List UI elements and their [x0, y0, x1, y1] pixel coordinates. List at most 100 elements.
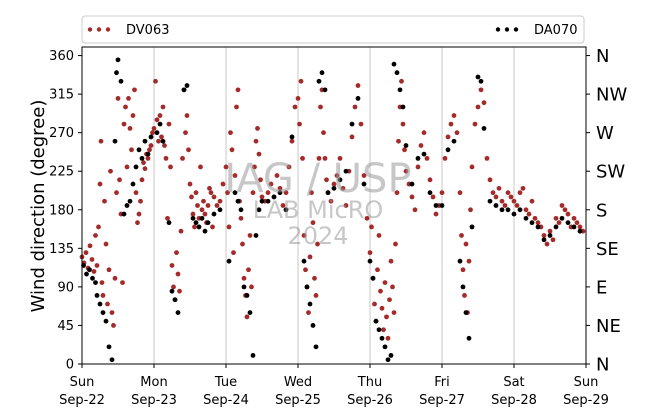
data-point-da070: [94, 293, 100, 298]
data-point-dv063: [153, 78, 158, 84]
x-tick-label-day: Sun: [70, 375, 95, 390]
data-point-dv063: [151, 125, 157, 131]
data-point-dv063: [381, 327, 386, 333]
data-point-da070: [112, 138, 118, 144]
data-point-da070: [511, 211, 517, 217]
y-tick-label: 360: [49, 49, 74, 64]
x-tick-label-date: Sep-27: [419, 393, 465, 408]
data-point-da070: [289, 134, 295, 140]
data-point-dv063: [385, 335, 391, 341]
data-point-dv063: [361, 173, 367, 178]
data-point-dv063: [379, 305, 385, 311]
data-point-dv063: [199, 207, 205, 213]
data-point-dv063: [241, 275, 247, 281]
data-point-da070: [529, 220, 535, 226]
data-point-dv063: [358, 121, 364, 127]
data-point-dv063: [168, 164, 173, 170]
plot-border: [81, 46, 587, 365]
data-point-dv063: [100, 293, 106, 298]
data-point-dv063: [225, 190, 230, 196]
data-point-da070: [175, 310, 181, 315]
data-point-dv063: [457, 190, 463, 196]
data-point-dv063: [166, 121, 172, 127]
data-point-dv063: [297, 121, 302, 127]
data-point-da070: [196, 224, 202, 230]
data-point-dv063: [268, 181, 274, 187]
data-point-dv063: [402, 147, 407, 153]
data-point-da070: [397, 87, 403, 93]
data-point-da070: [373, 318, 379, 324]
data-point-da070: [160, 138, 166, 144]
data-point-dv063: [210, 224, 215, 230]
data-point-da070: [181, 87, 187, 93]
data-point-dv063: [198, 164, 203, 170]
data-point-da070: [382, 344, 388, 350]
data-point-dv063: [529, 198, 535, 204]
data-point-dv063: [133, 190, 139, 196]
data-point-dv063: [184, 113, 190, 118]
data-point-da070: [133, 164, 139, 170]
x-tick-label-date: Sep-22: [59, 393, 105, 408]
x-tick-label-day: Wed: [284, 375, 312, 390]
data-point-dv063: [442, 155, 448, 161]
data-point-dv063: [115, 96, 121, 101]
data-point-da070: [190, 215, 196, 221]
data-point-dv063: [421, 130, 427, 136]
data-point-da070: [403, 143, 409, 148]
data-point-dv063: [526, 211, 532, 217]
data-point-dv063: [451, 113, 457, 118]
data-point-dv063: [376, 233, 382, 238]
data-point-da070: [460, 284, 466, 290]
x-tick-label-date: Sep-28: [491, 393, 537, 408]
data-point-da070: [400, 104, 406, 110]
data-point-dv063: [372, 301, 377, 307]
data-point-da070: [114, 70, 119, 76]
x-tick-label-day: Tue: [214, 375, 237, 390]
data-point-da070: [559, 215, 565, 221]
data-point-dv063: [139, 177, 145, 183]
data-point-dv063: [387, 297, 392, 303]
data-point-dv063: [156, 138, 161, 144]
data-point-dv063: [189, 194, 194, 200]
data-point-dv063: [430, 194, 436, 200]
data-point-dv063: [106, 267, 112, 273]
data-point-da070: [241, 284, 247, 290]
data-point-dv063: [439, 190, 445, 196]
data-point-dv063: [390, 284, 395, 290]
data-point-da070: [199, 215, 205, 221]
data-point-dv063: [505, 190, 511, 196]
data-point-dv063: [109, 310, 115, 315]
data-point-da070: [103, 318, 109, 324]
data-point-da070: [565, 220, 571, 226]
data-point-dv063: [190, 211, 196, 217]
legend-label-dv063: DV063: [126, 23, 170, 38]
x-axis-ticks: Sun Sep-22 Mon Sep-23 Tue Sep-24 Wed Sep-25 Thu S…: [59, 364, 609, 408]
data-point-dv063: [187, 181, 193, 187]
data-point-dv063: [487, 177, 493, 183]
data-point-da070: [427, 190, 433, 196]
data-point-da070: [130, 181, 136, 187]
data-point-da070: [469, 224, 475, 230]
data-point-da070: [277, 190, 283, 196]
legend-frame: [81, 15, 585, 44]
data-point-da070: [265, 198, 271, 204]
data-point-da070: [172, 297, 178, 303]
data-point-dv063: [334, 173, 340, 178]
data-point-da070: [391, 61, 397, 67]
data-point-da070: [121, 211, 127, 217]
data-point-dv063: [352, 104, 358, 110]
data-point-dv063: [208, 190, 214, 196]
data-point-dv063: [418, 143, 424, 148]
direction-label: NE: [596, 316, 621, 337]
data-point-dv063: [165, 215, 170, 221]
direction-label: SW: [596, 162, 625, 183]
data-point-dv063: [252, 164, 257, 170]
data-point-dv063: [403, 168, 409, 174]
data-point-da070: [388, 353, 394, 358]
data-point-dv063: [321, 130, 326, 136]
data-point-da070: [136, 147, 142, 153]
data-point-dv063: [259, 194, 265, 200]
data-point-dv063: [175, 271, 181, 277]
data-point-dv063: [454, 130, 460, 136]
data-point-dv063: [496, 185, 502, 191]
